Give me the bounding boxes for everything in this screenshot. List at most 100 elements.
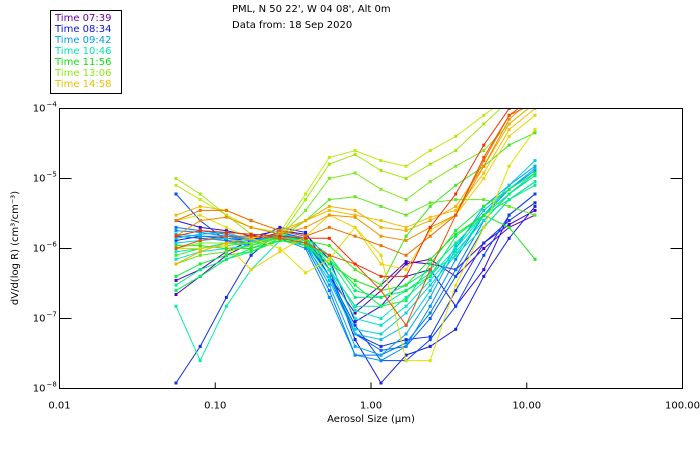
data-point (454, 134, 458, 138)
y-axis-title: dV/d(log R) (cm³/cm⁻³) (10, 191, 21, 305)
data-point (174, 289, 178, 293)
data-point (224, 232, 228, 236)
data-point (353, 149, 357, 153)
data-point (482, 268, 486, 272)
data-point (508, 99, 511, 102)
data-point (533, 128, 537, 132)
data-point (507, 183, 511, 187)
data-point (404, 304, 408, 308)
data-point (278, 232, 282, 236)
data-point (454, 327, 458, 331)
data-point (198, 241, 202, 245)
data-point (454, 213, 458, 217)
data-point (533, 213, 537, 217)
data-point (454, 250, 458, 254)
data-point (327, 155, 331, 159)
data-point (327, 162, 331, 166)
data-point (327, 274, 331, 278)
y-tick-label: 10 (33, 244, 46, 255)
data-point (224, 244, 228, 248)
data-point (353, 195, 357, 199)
data-point (404, 289, 408, 293)
data-point (454, 234, 458, 238)
data-point (508, 95, 511, 98)
data-point (482, 113, 486, 117)
data-point (304, 225, 308, 229)
legend-item: Time 13:06 (55, 68, 112, 79)
y-tick-label: 10 (33, 314, 46, 325)
data-point (327, 262, 331, 266)
data-point (174, 177, 178, 180)
data-point (482, 159, 486, 163)
data-point (507, 198, 511, 202)
data-point (198, 234, 202, 238)
data-point (304, 198, 308, 202)
data-point (428, 274, 432, 278)
data-point (534, 102, 537, 105)
data-point (428, 201, 432, 205)
y-tick-exponent: −6 (47, 241, 58, 249)
data-point (304, 271, 308, 275)
data-point (249, 244, 253, 248)
data-point (379, 344, 383, 348)
data-point (224, 208, 228, 212)
data-point (198, 244, 202, 248)
data-point (404, 268, 408, 272)
data-point (198, 250, 202, 254)
y-tick-exponent: −8 (47, 381, 57, 389)
data-point (327, 177, 331, 180)
data-point (428, 338, 432, 342)
data-point (174, 262, 178, 266)
data-point (224, 304, 228, 308)
data-point (482, 204, 486, 208)
data-point (174, 192, 178, 196)
data-point (379, 253, 383, 257)
data-point (454, 274, 458, 278)
data-point (198, 236, 202, 240)
data-point (278, 225, 282, 229)
legend-item: Time 07:39 (55, 13, 112, 24)
data-point (353, 304, 357, 308)
data-point (428, 295, 432, 299)
data-point (428, 304, 432, 308)
data-point (454, 257, 458, 261)
data-point (428, 257, 432, 261)
data-point (534, 102, 537, 105)
data-point (304, 232, 308, 236)
data-point (428, 271, 432, 275)
data-point (174, 257, 178, 261)
data-point (304, 192, 308, 196)
data-point (353, 234, 357, 238)
data-point (454, 241, 458, 245)
data-point (353, 327, 357, 331)
data-point (482, 122, 486, 126)
data-point (533, 257, 537, 261)
series-1320 (174, 95, 511, 234)
data-point (174, 244, 178, 248)
data-point (428, 225, 432, 229)
data-point (482, 143, 486, 147)
series-1156 (174, 213, 537, 293)
data-point (224, 230, 228, 234)
data-point (198, 274, 202, 278)
data-point (482, 149, 486, 153)
data-point (507, 164, 511, 168)
data-point (404, 299, 408, 303)
data-point (353, 323, 357, 327)
data-point (353, 268, 357, 272)
data-point (454, 289, 458, 293)
data-point (327, 257, 331, 261)
data-point (428, 180, 432, 184)
data-point (404, 295, 408, 299)
data-point (198, 262, 202, 266)
data-point (353, 320, 357, 324)
data-point (454, 204, 458, 208)
data-point (327, 213, 331, 217)
data-point (533, 208, 537, 212)
series-line (176, 114, 536, 271)
data-point (198, 225, 202, 229)
data-point (249, 239, 253, 242)
data-point (507, 219, 511, 223)
data-point (174, 232, 178, 236)
